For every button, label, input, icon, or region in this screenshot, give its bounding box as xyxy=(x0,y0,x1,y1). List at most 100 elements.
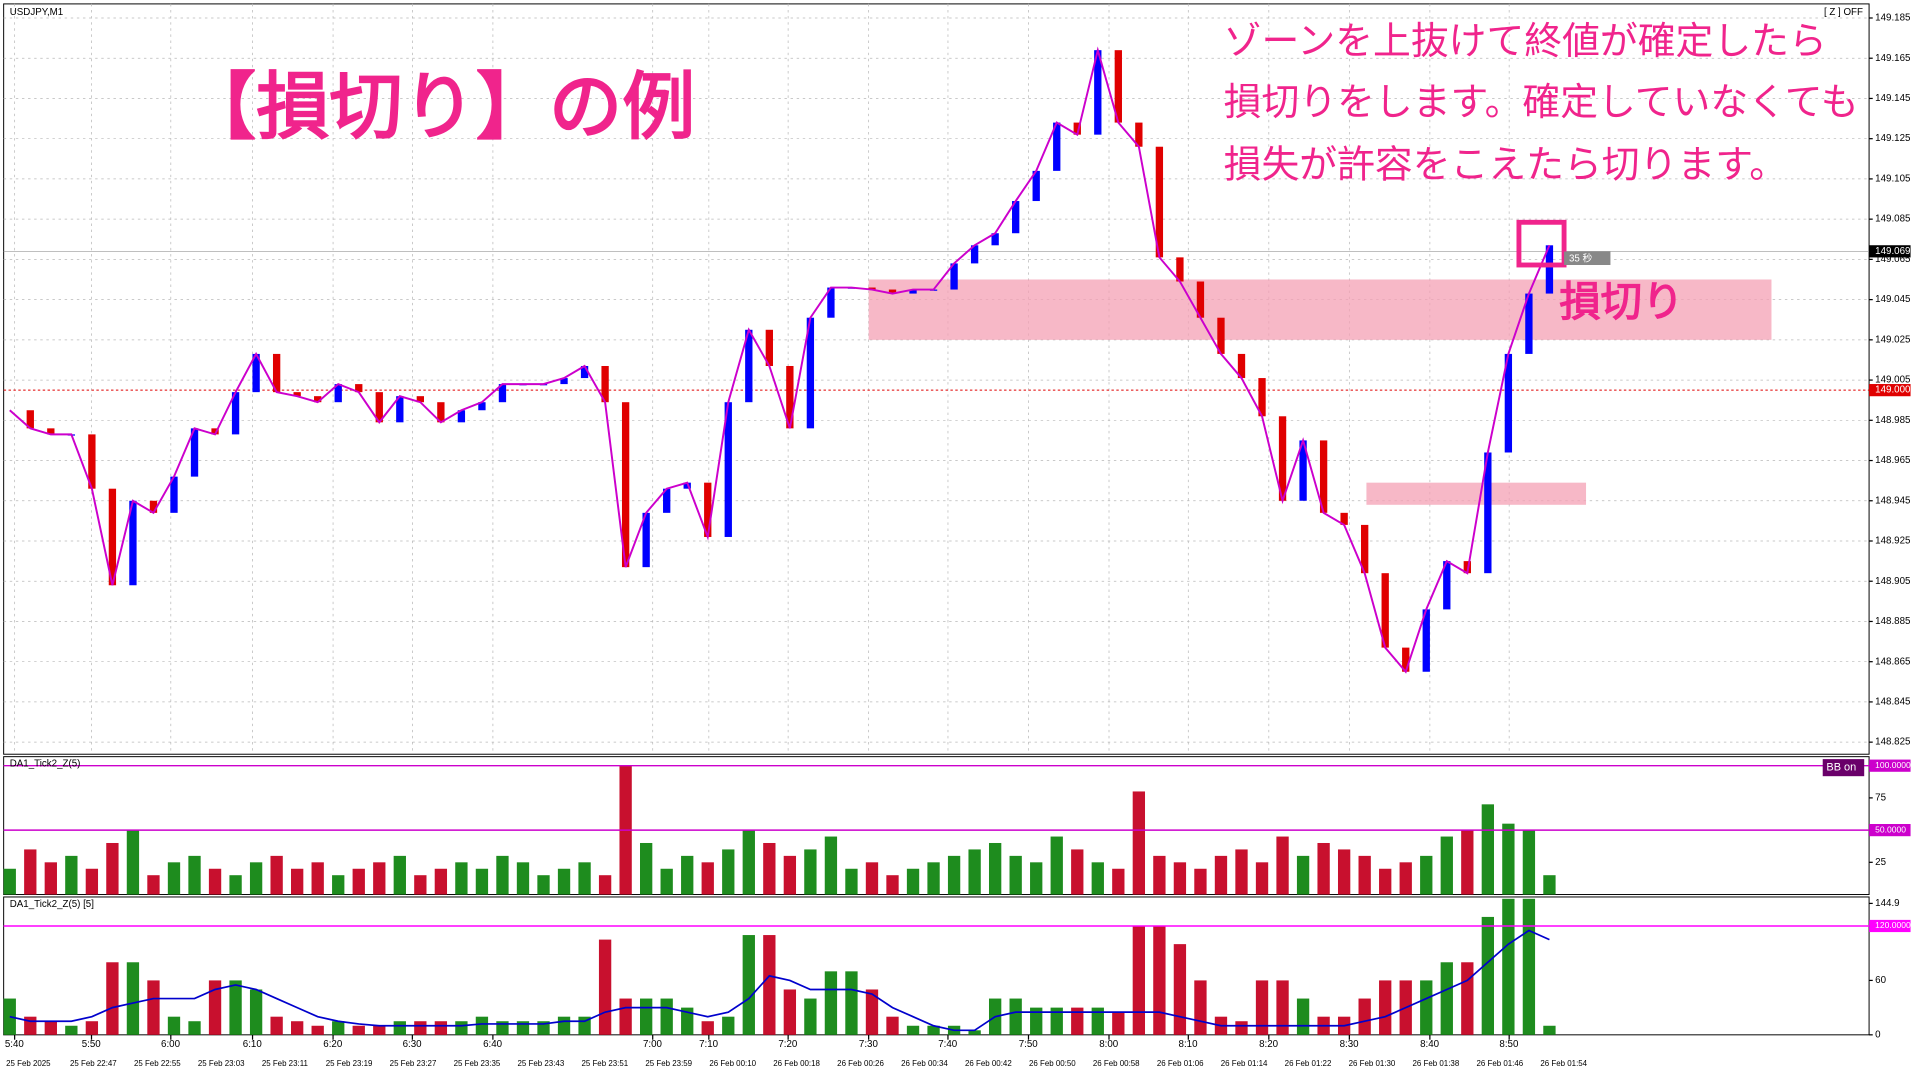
bar xyxy=(947,855,961,895)
bar xyxy=(1317,842,1330,895)
candle xyxy=(1032,170,1040,202)
candle xyxy=(149,500,158,513)
bar xyxy=(291,1021,304,1035)
candle xyxy=(252,353,260,393)
bar xyxy=(742,935,755,1035)
bar xyxy=(85,1021,99,1035)
x-tick-label: 5:50 xyxy=(82,1039,102,1050)
bar xyxy=(1379,980,1392,1035)
y-tick-label: 149.145 xyxy=(1875,93,1911,104)
timer-box xyxy=(1564,251,1611,265)
bar xyxy=(1112,1012,1125,1035)
candle xyxy=(1463,561,1471,574)
candle xyxy=(827,287,835,318)
bar xyxy=(434,868,448,895)
bar xyxy=(1420,980,1433,1035)
bar xyxy=(763,935,776,1035)
y-tick-label: 120.0000 xyxy=(1875,920,1911,930)
candle xyxy=(1381,573,1389,648)
bar xyxy=(332,875,345,895)
candle xyxy=(1053,122,1061,171)
x-tick-label: 6:00 xyxy=(161,1039,181,1050)
bar xyxy=(65,1025,78,1035)
bar xyxy=(270,1016,283,1035)
candle xyxy=(1012,201,1020,234)
y-tick-label: 148.985 xyxy=(1875,415,1911,426)
bar xyxy=(865,989,879,1035)
date-label: 25 Feb 23:19 xyxy=(326,1059,373,1068)
bar xyxy=(208,868,222,895)
candle xyxy=(683,482,691,489)
candle xyxy=(416,396,424,403)
candle xyxy=(745,329,753,403)
date-label: 25 Feb 23:35 xyxy=(454,1059,501,1068)
candle xyxy=(1299,440,1307,501)
y-tick-label: 149.065 xyxy=(1875,254,1911,265)
bar xyxy=(722,1016,735,1035)
candle xyxy=(334,384,342,403)
bar xyxy=(1194,980,1207,1035)
candle xyxy=(355,384,363,393)
candle xyxy=(231,392,240,435)
x-tick-label: 7:00 xyxy=(643,1039,663,1050)
bar xyxy=(393,855,406,895)
y-tick-label: 148.825 xyxy=(1875,737,1911,748)
bar xyxy=(455,1021,468,1035)
bar xyxy=(1276,980,1289,1035)
x-tick-label: 8:50 xyxy=(1499,1039,1519,1050)
bar xyxy=(249,862,263,895)
indicator-line xyxy=(9,929,1550,1032)
date-label: 26 Feb 00:18 xyxy=(773,1059,820,1068)
level-box xyxy=(1869,759,1911,772)
candle xyxy=(314,396,322,403)
candle xyxy=(1545,245,1554,294)
bar xyxy=(537,875,550,895)
bar xyxy=(1071,1007,1084,1035)
bar xyxy=(1440,836,1453,895)
y-tick-label: 149.005 xyxy=(1875,375,1911,386)
bar xyxy=(1276,836,1289,895)
bar xyxy=(1502,823,1515,895)
bar xyxy=(1543,875,1556,895)
main-panel xyxy=(3,3,1870,755)
candle xyxy=(909,289,917,294)
badge: BB on xyxy=(1826,762,1856,774)
highlight-box xyxy=(1516,219,1567,268)
y-tick-label: 148.965 xyxy=(1875,455,1911,466)
bar xyxy=(332,1021,345,1035)
candle xyxy=(211,428,219,435)
bar xyxy=(393,1021,406,1035)
date-label: 26 Feb 00:42 xyxy=(965,1059,1012,1068)
candle xyxy=(868,287,876,290)
candle xyxy=(786,365,794,429)
bar xyxy=(291,868,304,895)
bar xyxy=(1481,804,1495,895)
bar xyxy=(126,830,140,895)
date-label: 25 Feb 23:51 xyxy=(581,1059,628,1068)
candle xyxy=(601,365,609,403)
candle xyxy=(1319,440,1328,513)
y-tick-label: 75 xyxy=(1875,792,1886,803)
bar xyxy=(1255,862,1269,895)
bar xyxy=(65,855,78,895)
y-tick-label: 148.885 xyxy=(1875,616,1911,627)
chart-title: 【損切り】の例 xyxy=(183,66,695,148)
stop-label: 損切り xyxy=(1559,278,1683,325)
candle xyxy=(108,488,117,586)
candle xyxy=(1114,50,1122,123)
candle xyxy=(1340,512,1348,525)
bar xyxy=(188,1021,201,1035)
y-tick-label: 25 xyxy=(1875,857,1886,868)
bar xyxy=(311,1025,324,1035)
bar xyxy=(1153,855,1166,895)
date-label: 25 Feb 22:55 xyxy=(134,1059,181,1068)
candle xyxy=(1504,353,1513,453)
bar xyxy=(886,875,899,895)
date-label: 26 Feb 01:06 xyxy=(1157,1059,1204,1068)
date-label: 25 Feb 23:27 xyxy=(390,1059,437,1068)
candle xyxy=(642,512,650,568)
bar xyxy=(373,862,386,895)
date-label: 26 Feb 00:10 xyxy=(709,1059,756,1068)
bar xyxy=(229,980,242,1035)
